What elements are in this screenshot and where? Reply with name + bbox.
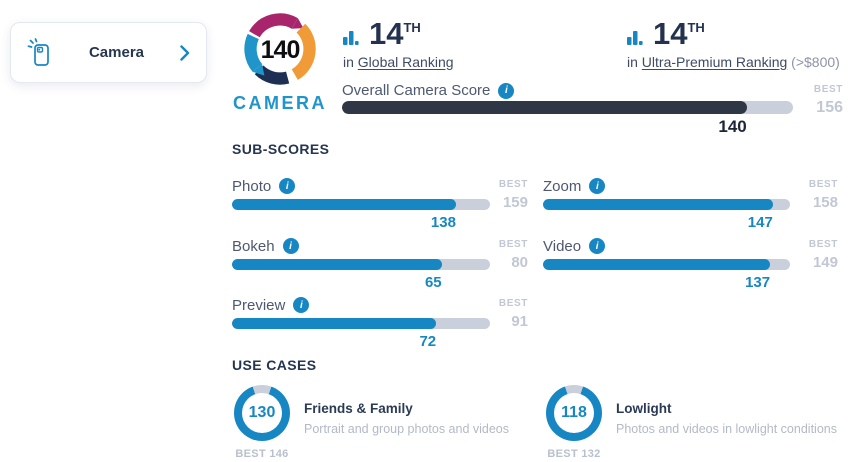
camera-card-label: Camera — [88, 44, 145, 61]
ultra-premium-rank-suffix: TH — [687, 20, 705, 35]
video-best-label: BEST — [808, 239, 838, 250]
bokeh-label: Bokeh — [232, 237, 275, 255]
friends-family-score: 130 — [248, 404, 276, 421]
score-bar-fill — [232, 199, 456, 210]
sub-scores-heading: SUB-SCORES — [232, 141, 330, 157]
overall-score-bar: 140 — [342, 101, 793, 137]
info-icon[interactable]: i — [293, 297, 310, 313]
preview-score-value: 72 — [419, 333, 437, 350]
video-label: Video — [543, 237, 582, 255]
overall-score-value: 140 — [718, 117, 747, 136]
camera-section-card[interactable]: Camera — [10, 22, 207, 83]
ultra-premium-rank-prefix: in — [627, 53, 638, 70]
use-case-lowlight: 118 BEST 132 Lowlight Photos and videos … — [546, 385, 837, 460]
overall-score-bar-track — [342, 101, 793, 114]
photo-score-value: 138 — [430, 214, 456, 231]
zoom-best-value: 158 — [812, 194, 838, 211]
lowlight-best: BEST 132 — [547, 448, 601, 460]
ultra-premium-ranking-block: 14 TH in Ultra-Premium Ranking (>$800) — [627, 16, 840, 70]
chevron-right-icon — [180, 44, 190, 61]
use-cases-heading: USE CASES — [232, 357, 317, 373]
bokeh-score-bar: 65 — [232, 259, 490, 291]
camera-logo-rings-icon — [244, 13, 316, 85]
sub-score-bokeh: Bokeh i BEST 80 65 — [232, 237, 528, 293]
score-bar-fill — [543, 259, 771, 270]
photo-score-bar: 138 — [232, 199, 490, 231]
info-icon[interactable]: i — [589, 238, 606, 254]
zoom-score-bar: 147 — [543, 199, 790, 231]
global-ranking-link[interactable]: Global Ranking — [357, 53, 454, 70]
video-best-value: 149 — [812, 254, 838, 271]
friends-family-best: BEST 146 — [235, 448, 289, 460]
lowlight-donut: 118 — [546, 385, 602, 441]
global-rank-value: 14 — [369, 16, 404, 51]
ranking-bars-icon — [343, 31, 362, 46]
video-score-bar: 137 — [543, 259, 790, 291]
ultra-premium-rank-value: 14 — [653, 16, 688, 51]
zoom-best-label: BEST — [808, 179, 838, 190]
camera-score-logo: 140 CAMERA — [230, 8, 330, 114]
ranking-bars-icon — [627, 31, 646, 46]
sub-score-photo: Photo i BEST 159 138 — [232, 177, 528, 233]
ultra-premium-ranking-link[interactable]: Ultra-Premium Ranking — [641, 53, 788, 70]
overall-best-label: BEST — [813, 84, 843, 95]
score-bar-fill — [543, 199, 773, 210]
global-rank-suffix: TH — [403, 20, 421, 35]
friends-family-title: Friends & Family — [304, 401, 413, 416]
info-icon[interactable]: i — [282, 238, 299, 254]
overall-score-label: Overall Camera Score — [342, 82, 491, 99]
preview-best-value: 91 — [511, 313, 528, 330]
zoom-label: Zoom — [543, 177, 582, 195]
ultra-premium-rank-price: (>$800) — [791, 53, 840, 70]
photo-label: Photo — [232, 177, 272, 195]
overall-best-value: 156 — [816, 99, 843, 116]
sub-score-video: Video i BEST 149 137 — [543, 237, 838, 293]
logo-camera-label: CAMERA — [233, 93, 327, 113]
overall-best-block: BEST 156 — [785, 84, 843, 117]
video-score-value: 137 — [745, 274, 771, 291]
info-icon[interactable]: i — [498, 82, 515, 99]
phone-camera-icon — [27, 37, 53, 68]
score-bar-fill — [232, 259, 442, 270]
info-icon[interactable]: i — [279, 178, 296, 194]
bokeh-best-label: BEST — [498, 239, 528, 250]
sub-score-preview: Preview i BEST 91 72 — [232, 296, 528, 352]
lowlight-description: Photos and videos in lowlight conditions — [616, 422, 837, 436]
global-rank-prefix: in — [343, 53, 354, 70]
info-icon[interactable]: i — [589, 178, 606, 194]
preview-best-label: BEST — [498, 298, 528, 309]
zoom-score-value: 147 — [747, 214, 773, 231]
use-case-friends-family: 130 BEST 146 Friends & Family Portrait a… — [234, 385, 509, 460]
photo-best-label: BEST — [498, 179, 528, 190]
lowlight-title: Lowlight — [616, 401, 672, 416]
bokeh-score-value: 65 — [424, 274, 442, 291]
logo-score-value: 140 — [260, 36, 301, 64]
overall-score-label-row: Overall Camera Score i — [342, 82, 515, 99]
friends-family-description: Portrait and group photos and videos — [304, 422, 509, 436]
friends-family-donut: 130 — [234, 385, 290, 441]
bokeh-best-value: 80 — [511, 254, 528, 271]
lowlight-score: 118 — [561, 404, 587, 421]
sub-score-zoom: Zoom i BEST 158 147 — [543, 177, 838, 233]
photo-best-value: 159 — [502, 194, 528, 211]
preview-label: Preview — [232, 296, 286, 314]
preview-score-bar: 72 — [232, 318, 490, 350]
overall-score-bar-fill — [342, 101, 747, 114]
score-bar-fill — [232, 318, 437, 329]
global-ranking-block: 14 TH in Global Ranking — [343, 16, 454, 70]
